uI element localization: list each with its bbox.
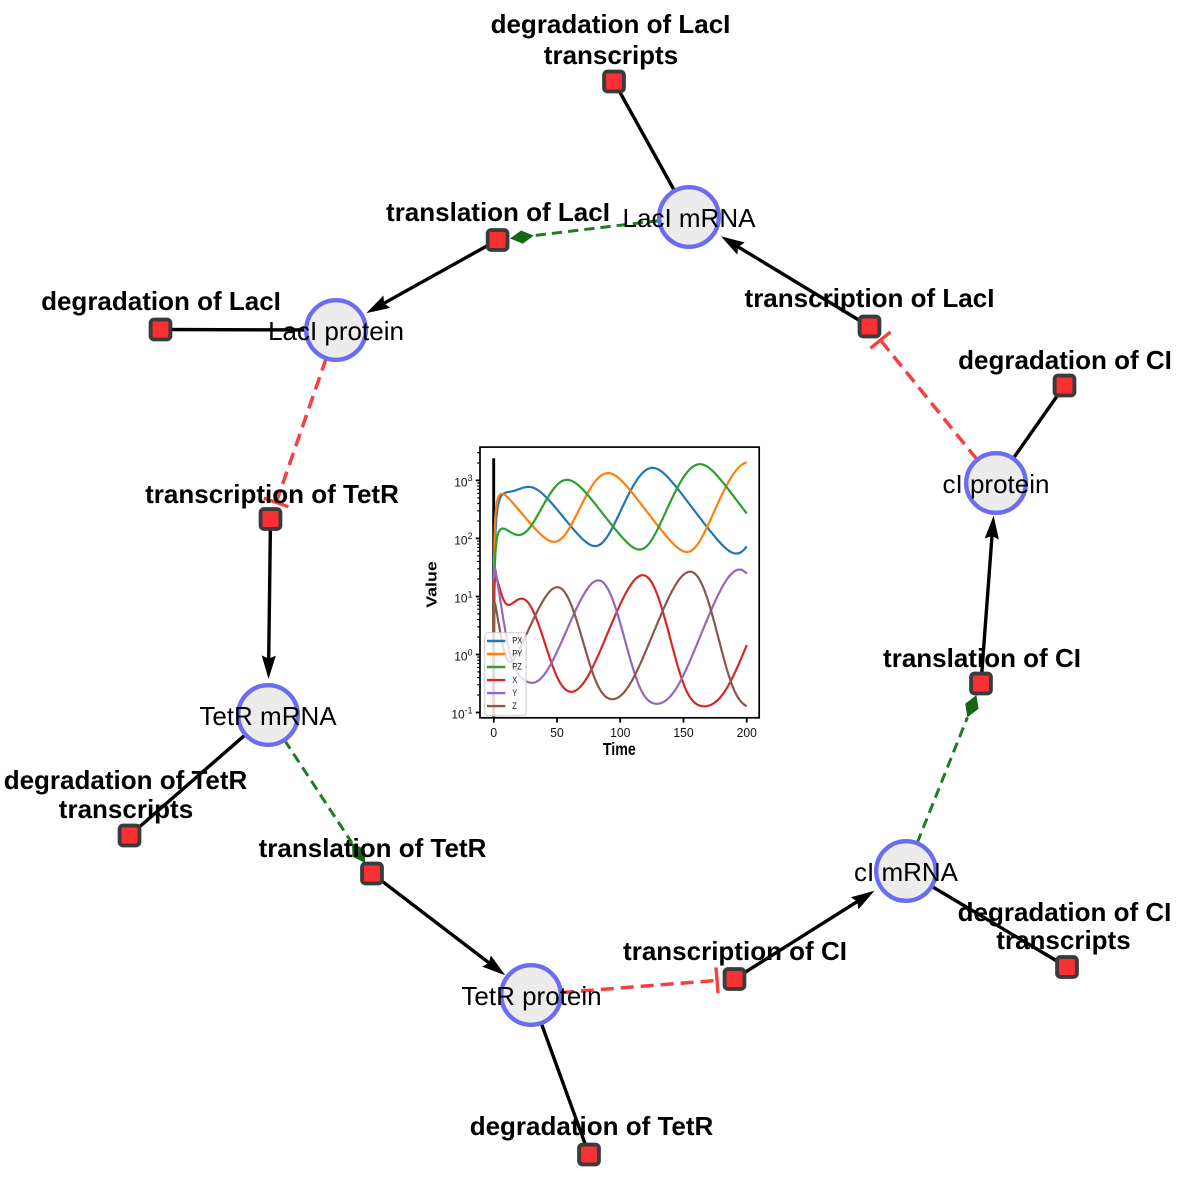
svg-text:transcripts: transcripts	[996, 925, 1130, 955]
svg-text:Time: Time	[603, 740, 636, 760]
svg-text:PY: PY	[512, 648, 522, 659]
svg-text:degradation of LacI: degradation of LacI	[41, 286, 281, 316]
svg-text:TetR mRNA: TetR mRNA	[199, 701, 337, 731]
svg-text:PZ: PZ	[512, 661, 522, 672]
svg-text:transcription of LacI: transcription of LacI	[745, 283, 995, 313]
svg-text:cI mRNA: cI mRNA	[854, 857, 959, 887]
svg-text:transcription of CI: transcription of CI	[623, 936, 847, 966]
svg-text:PX: PX	[512, 635, 522, 646]
svg-text:150: 150	[673, 726, 693, 741]
svg-text:transcription of TetR: transcription of TetR	[145, 479, 399, 509]
svg-text:Y: Y	[512, 687, 517, 698]
svg-text:transcripts: transcripts	[544, 40, 678, 70]
svg-text:translation of TetR: translation of TetR	[259, 833, 487, 863]
svg-text:degradation of CI: degradation of CI	[958, 345, 1172, 375]
svg-text:X: X	[512, 674, 517, 685]
svg-text:100: 100	[610, 726, 630, 741]
svg-text:Value: Value	[424, 561, 440, 607]
svg-text:cI protein: cI protein	[943, 469, 1050, 499]
svg-text:translation of LacI: translation of LacI	[386, 197, 610, 227]
svg-text:Z: Z	[512, 700, 517, 711]
svg-text:TetR protein: TetR protein	[461, 981, 601, 1011]
svg-text:transcripts: transcripts	[59, 794, 193, 824]
svg-text:0: 0	[490, 726, 497, 741]
svg-text:50: 50	[550, 726, 564, 741]
svg-text:degradation of LacI: degradation of LacI	[491, 9, 731, 39]
svg-text:degradation of TetR: degradation of TetR	[4, 765, 248, 795]
svg-text:degradation of TetR: degradation of TetR	[470, 1111, 714, 1141]
svg-text:degradation of CI: degradation of CI	[958, 897, 1172, 927]
svg-text:translation of CI: translation of CI	[883, 643, 1081, 673]
svg-text:LacI protein: LacI protein	[268, 316, 404, 346]
svg-text:LacI mRNA: LacI mRNA	[623, 203, 757, 233]
svg-text:200: 200	[737, 726, 757, 741]
